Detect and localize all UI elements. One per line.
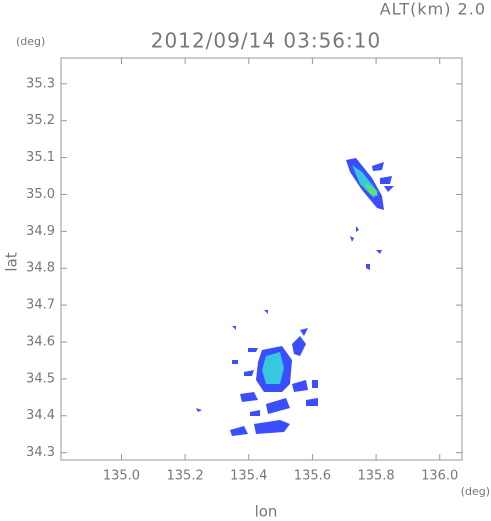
- echo: [350, 226, 382, 270]
- x-axis-label: lon: [255, 503, 278, 521]
- x-tick-label: 135.8: [357, 469, 394, 484]
- y-tick-label: 34.7: [26, 298, 55, 313]
- y-axis-label: lat: [3, 252, 21, 271]
- y-tick-label: 34.3: [26, 445, 55, 460]
- y-tick-label: 35.0: [26, 187, 55, 202]
- echo: [196, 310, 290, 436]
- echo: [262, 352, 284, 384]
- x-tick-label: 135.6: [294, 469, 331, 484]
- echoes: [196, 158, 394, 436]
- y-tick-label: 34.8: [26, 261, 55, 276]
- echo: [380, 176, 394, 192]
- y-tick-label: 35.1: [26, 150, 55, 165]
- echo: [364, 182, 378, 196]
- y-tick-label: 35.3: [26, 76, 55, 91]
- x-unit: (deg): [461, 485, 490, 498]
- y-unit: (deg): [16, 35, 45, 48]
- y-tick-label: 34.5: [26, 371, 55, 386]
- chart-title: 2012/09/14 03:56:10: [151, 29, 381, 53]
- echo: [240, 370, 318, 414]
- x-tick-label: 135.2: [167, 469, 204, 484]
- plot-frame: [60, 57, 463, 461]
- y-tick-label: 35.2: [26, 113, 55, 128]
- x-tick-label: 136.0: [421, 469, 458, 484]
- x-tick-label: 135.0: [103, 469, 140, 484]
- y-tick-label: 34.9: [26, 224, 55, 239]
- echo: [372, 162, 384, 171]
- echo: [292, 328, 308, 356]
- y-tick-label: 34.4: [26, 408, 55, 423]
- altitude-label: ALT(km) 2.0: [380, 0, 486, 19]
- x-tick-label: 135.4: [230, 469, 267, 484]
- y-tick-label: 34.6: [26, 334, 55, 349]
